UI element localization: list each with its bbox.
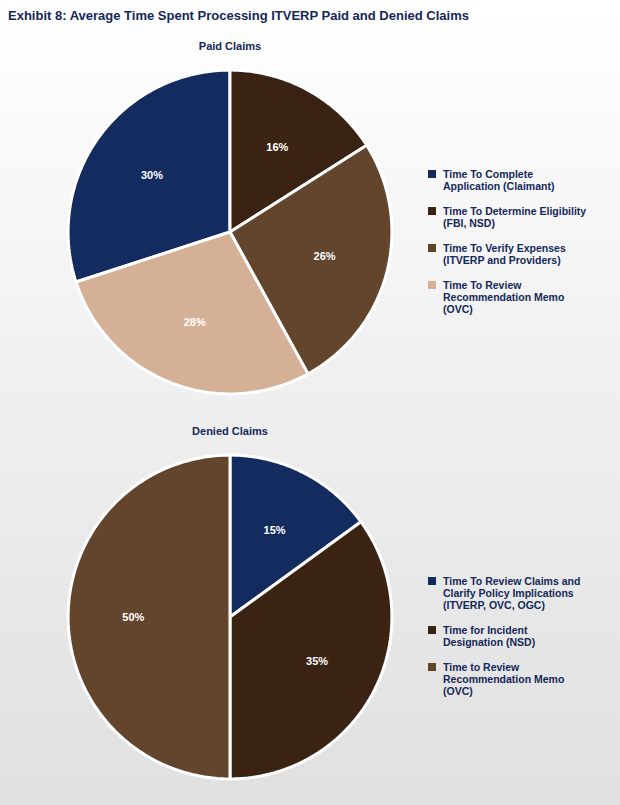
html-text:Time for Incident Designation: Time for Incident Designation (NSD) [443, 624, 536, 648]
html-text:Time To Complete Application (: Time To Complete Application (Claimant) [443, 168, 555, 192]
svg-text:26%: 26% [314, 250, 336, 262]
svg-text:16%: 16% [266, 141, 288, 153]
html-text:Denied Claims: Denied Claims [192, 425, 268, 437]
svg-text:15%: 15% [264, 524, 286, 536]
svg-text:50%: 50% [122, 611, 144, 623]
svg-text:30%: 30% [141, 169, 163, 181]
html-text:Exhibit 8: Average Time Spent: Exhibit 8: Average Time Spent Processing… [8, 8, 469, 23]
svg-text:28%: 28% [184, 316, 206, 328]
html-text:Time To Review Recommendation: Time To Review Recommendation Memo (OVC) [443, 279, 565, 315]
svg-text:35%: 35% [306, 655, 328, 667]
html-text:Time To Determine Eligibility: Time To Determine Eligibility (FBI, NSD) [443, 205, 587, 229]
html-text:Time To Review Claims and Clar: Time To Review Claims and Clarify Policy… [443, 575, 581, 611]
html-text:Time To Verify Expenses (ITVER: Time To Verify Expenses (ITVERP and Prov… [443, 242, 566, 266]
html-text:Paid Claims: Paid Claims [198, 40, 262, 52]
html-text:Time to Review Recommendation: Time to Review Recommendation Memo (OVC) [443, 661, 565, 697]
